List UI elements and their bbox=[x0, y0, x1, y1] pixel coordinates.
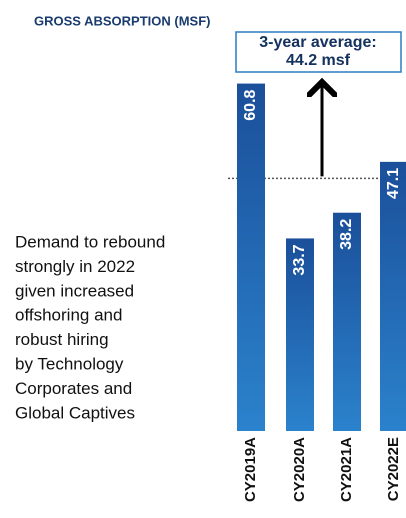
value-label: 60.8 bbox=[242, 89, 259, 120]
x-tick-label: CY2022E bbox=[385, 437, 402, 501]
note-line: Demand to rebound bbox=[15, 232, 165, 251]
note-line: robust hiring bbox=[15, 330, 109, 349]
bar bbox=[286, 238, 314, 431]
x-tick-label: CY2021A bbox=[338, 437, 355, 502]
chart-subtitle: GROSS ABSORPTION (MSF) bbox=[34, 13, 210, 28]
value-label: 47.1 bbox=[385, 168, 402, 199]
note-line: offshoring and bbox=[15, 306, 122, 325]
note-line: given increased bbox=[15, 281, 134, 300]
value-label: 38.2 bbox=[338, 219, 355, 250]
bar bbox=[333, 212, 361, 431]
value-label: 33.7 bbox=[291, 244, 308, 275]
note-line: strongly in 2022 bbox=[15, 257, 135, 276]
x-tick-label: CY2020A bbox=[291, 437, 308, 502]
average-box bbox=[235, 31, 402, 73]
x-tick-label: CY2019A bbox=[242, 437, 259, 502]
note-line: Global Captives bbox=[15, 403, 135, 422]
bar bbox=[237, 83, 265, 432]
bar bbox=[380, 161, 406, 431]
average-title: 3-year average: bbox=[259, 34, 376, 51]
note-line: Corporates and bbox=[15, 379, 132, 398]
note-line: by Technology bbox=[15, 354, 124, 373]
average-label: 44.2 msf bbox=[286, 52, 351, 69]
